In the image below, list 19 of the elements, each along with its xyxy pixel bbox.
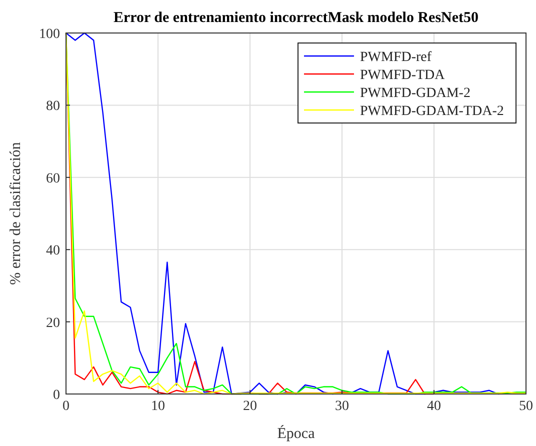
x-tick-label: 20: [243, 399, 257, 414]
x-tick-label: 0: [62, 399, 70, 414]
y-tick-label: 60: [46, 171, 60, 186]
x-tick-label: 10: [151, 399, 165, 414]
legend-label: PWMFD-TDA: [360, 68, 446, 83]
y-tick-label: 100: [39, 27, 60, 42]
x-tick-label: 40: [427, 399, 441, 414]
x-axis-title: Época: [277, 425, 316, 442]
x-tick-label: 50: [519, 399, 533, 414]
x-tick-label: 30: [335, 399, 349, 414]
y-tick-label: 0: [53, 388, 60, 403]
legend-label: PWMFD-ref: [360, 50, 432, 65]
y-tick-label: 40: [46, 244, 60, 259]
y-tick-label: 20: [46, 316, 60, 331]
legend-label: PWMFD-GDAM-2: [360, 86, 470, 101]
chart-title: Error de entrenamiento incorrectMask modelo ResNet50: [113, 10, 479, 26]
y-axis-title: % error de clasificación: [8, 142, 24, 285]
y-tick-label: 80: [46, 99, 60, 114]
legend-label: PWMFD-GDAM-TDA-2: [360, 104, 504, 119]
